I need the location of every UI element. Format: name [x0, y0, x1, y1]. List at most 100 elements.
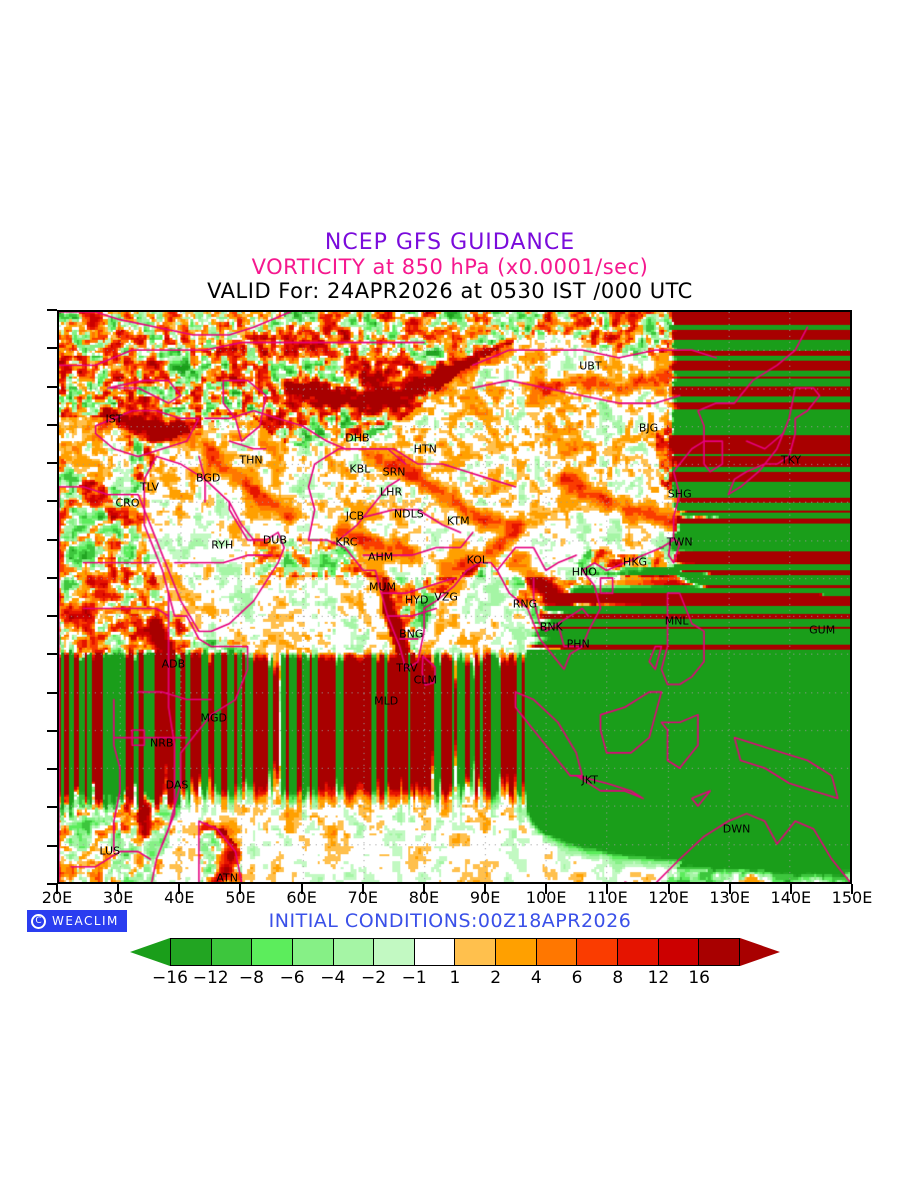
city-label-ndls: NDLS	[393, 507, 424, 521]
colorbar-segment-12	[657, 938, 699, 966]
city-label-hkg: HKG	[623, 555, 648, 569]
city-label-ahm: AHM	[368, 550, 394, 564]
colorbar-over-arrow	[740, 938, 780, 966]
city-label-vzg: VZG	[434, 590, 458, 604]
colorbar-tick--12: −12	[192, 968, 229, 988]
x-axis-tick-70E: 70E	[347, 888, 378, 907]
x-axis-tick-60E: 60E	[286, 888, 317, 907]
x-axis-tick-30E: 30E	[102, 888, 134, 907]
y-axis-tick-mark	[47, 347, 57, 350]
city-label-kol: KOL	[466, 553, 488, 567]
weaclim-logo-text: WEACLIM	[52, 914, 119, 928]
y-axis-tick-mark	[47, 500, 57, 503]
x-axis-tick-20E: 20E	[41, 888, 73, 907]
city-label-das: DAS	[165, 778, 189, 792]
y-axis-tick-mark	[47, 538, 57, 541]
city-label-kbl: KBL	[349, 462, 371, 476]
y-axis-tick-mark	[47, 844, 57, 847]
x-axis-tick-140E: 140E	[770, 888, 812, 907]
city-label-atn: ATN	[216, 871, 238, 884]
city-label-bng: BNG	[399, 627, 424, 641]
city-label-htn: HTN	[413, 442, 437, 456]
colorbar-tick--4: −4	[320, 968, 346, 988]
weaclim-logo[interactable]: C WEACLIM	[27, 910, 127, 932]
x-axis-tick-mark	[789, 884, 792, 894]
city-label-gum: GUM	[809, 623, 836, 637]
x-axis-tick-mark	[545, 884, 548, 894]
x-axis-tick-mark	[484, 884, 487, 894]
colorbar-segment-13	[698, 938, 740, 966]
city-label-lhr: LHR	[380, 485, 403, 499]
x-axis-tick-mark	[422, 884, 425, 894]
city-label-clm: CLM	[413, 673, 437, 687]
x-axis-tick-mark	[667, 884, 670, 894]
city-label-rng: RNG	[512, 597, 538, 611]
y-axis-tick-mark	[47, 423, 57, 426]
colorbar: −16 −12 −8 −6 −4 −2 −1 1 2 4 6 8 12 16	[130, 938, 780, 988]
city-label-jkt: JKT	[581, 773, 598, 787]
city-label-dhb: DHB	[345, 431, 370, 444]
city-label-dub: DUB	[262, 533, 287, 547]
x-axis-tick-120E: 120E	[648, 888, 689, 907]
x-axis-tick-mark	[239, 884, 242, 894]
title-main: NCEP GFS GUIDANCE	[324, 230, 576, 255]
colorbar-segment-8	[495, 938, 536, 966]
city-label-hyd: HYD	[405, 593, 429, 607]
colorbar-tick-8: 8	[612, 968, 624, 988]
colorbar-tick--16: −16	[152, 968, 188, 988]
colorbar-segment-5	[373, 938, 414, 966]
y-axis-tick-mark	[47, 691, 57, 694]
colorbar-tick--1: −1	[401, 968, 427, 988]
x-axis-tick-100E: 100E	[525, 888, 567, 907]
city-label-phn: PHN	[566, 637, 590, 651]
city-label-ryh: RYH	[211, 538, 234, 552]
city-label-krc: KRC	[335, 535, 358, 549]
city-label-lus: LUS	[99, 844, 121, 858]
colorbar-segment-7	[454, 938, 496, 966]
city-label-srn: SRN	[382, 465, 406, 479]
city-label-ktm: KTM	[447, 514, 470, 528]
initial-conditions-label: INITIAL CONDITIONS:00Z18APR2026	[268, 910, 632, 932]
x-axis-tick-40E: 40E	[164, 888, 195, 907]
colorbar-segment-10	[576, 938, 618, 966]
copyright-icon: C	[31, 913, 46, 929]
map-plot-area[interactable]: IST TLV CRO BGD THN RYH DUB KBL DHB HTN SRN LHR JCB N…	[57, 310, 852, 884]
city-label-trv: TRV	[396, 661, 418, 675]
x-axis-tick-mark	[300, 884, 303, 894]
x-axis-tick-130E: 130E	[709, 888, 751, 907]
colorbar-tick-1: 1	[449, 968, 461, 988]
colorbar-segment-6	[413, 938, 455, 966]
colorbar-tick-2: 2	[490, 968, 502, 988]
city-label-ubt: UBT	[579, 359, 602, 373]
x-axis-tick-110E: 110E	[587, 888, 628, 907]
city-label-tlv: TLV	[139, 480, 160, 494]
y-axis-tick-mark	[47, 806, 57, 809]
colorbar-tick-6: 6	[571, 968, 583, 988]
city-label-mnl: MNL	[664, 614, 689, 628]
city-label-mum: MUM	[368, 580, 397, 594]
colorbar-tick--8: −8	[238, 968, 264, 988]
y-axis-tick-mark	[47, 653, 57, 656]
city-label-mgd: MGD	[200, 711, 227, 725]
y-axis-tick-mark	[47, 768, 57, 771]
x-axis-tick-90E: 90E	[469, 888, 501, 907]
y-axis-tick-mark	[47, 729, 57, 732]
colorbar-under-arrow	[130, 938, 170, 966]
y-axis-tick-mark	[47, 576, 57, 579]
x-axis-tick-50E: 50E	[225, 888, 256, 907]
city-label-tky: TKY	[780, 453, 802, 467]
x-axis-tick-mark	[56, 884, 58, 894]
colorbar-segment-2	[251, 938, 292, 966]
y-axis-tick-mark	[47, 615, 57, 618]
colorbar-segment-0	[170, 938, 211, 966]
city-label-mld: MLD	[374, 694, 399, 708]
city-label-nrb: NRB	[150, 736, 174, 750]
colorbar-tick--6: −6	[279, 968, 305, 988]
title-subtitle: VORTICITY at 850 hPa (x0.0001/sec)	[251, 255, 649, 279]
city-label-thn: THN	[239, 453, 263, 467]
city-label-hno: HNO	[571, 565, 597, 579]
colorbar-segment-3	[291, 938, 333, 966]
title-valid-time: VALID For: 24APR2026 at 0530 IST /000 UT…	[207, 279, 693, 303]
colorbar-tick-4: 4	[530, 968, 542, 988]
x-axis-tick-mark	[606, 884, 609, 894]
